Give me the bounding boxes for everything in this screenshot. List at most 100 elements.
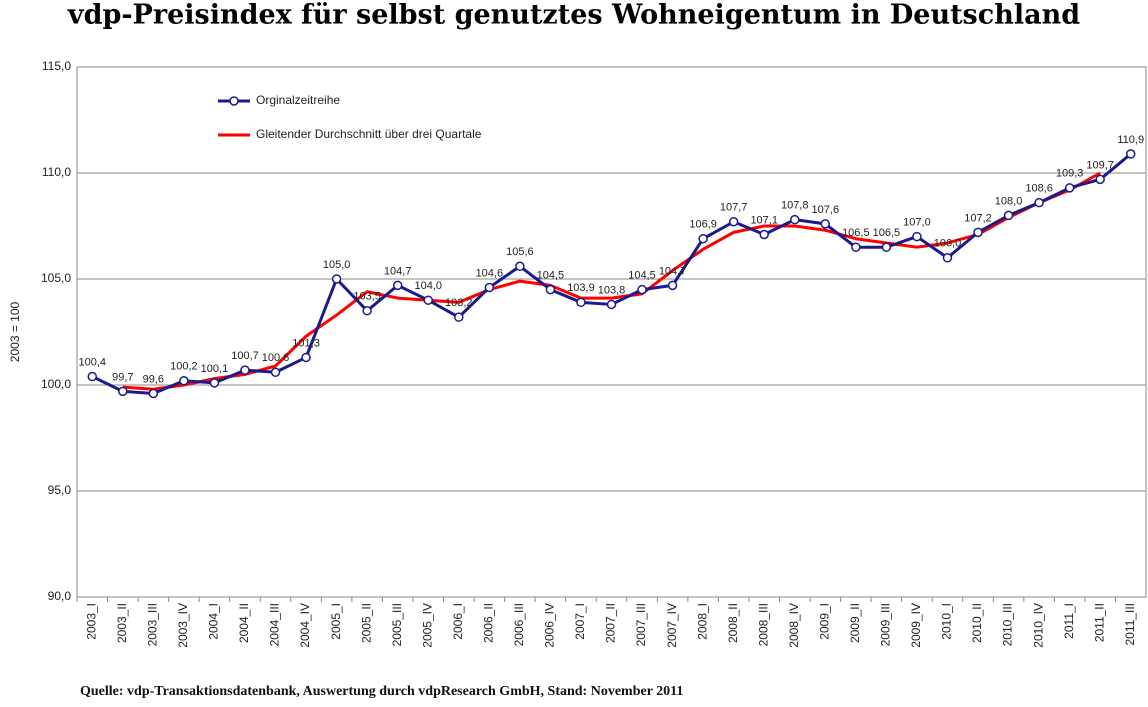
data-label: 100,1 <box>201 363 229 375</box>
point-marker <box>209 378 220 388</box>
point-marker <box>362 306 372 316</box>
data-label: 103,9 <box>567 282 595 294</box>
point-marker <box>515 261 525 272</box>
data-label: 106,5 <box>842 227 870 239</box>
x-tick-label: 2008_II <box>726 603 740 643</box>
data-label: 104,7 <box>384 265 412 277</box>
x-tick-label: 2010_I <box>940 603 954 640</box>
x-tick-label: 2011_II <box>1092 603 1106 642</box>
data-label: 100,4 <box>79 356 107 368</box>
point-marker <box>240 365 250 375</box>
data-label: 104,5 <box>628 270 656 282</box>
point-marker <box>606 299 617 310</box>
y-tick-label: 90,0 <box>48 589 72 603</box>
data-label: 109,7 <box>1086 159 1114 171</box>
data-label: 99,6 <box>143 373 164 385</box>
chart-title: vdp-Preisindex für selbst genutztes Wohn… <box>67 0 1080 31</box>
x-tick-label: 2009_II <box>848 603 862 643</box>
y-tick-label: 110,0 <box>42 165 71 179</box>
x-tick-label: 2011_I <box>1062 603 1076 639</box>
point-marker <box>1125 149 1136 159</box>
point-marker <box>87 371 98 382</box>
x-tick-label: 2004_IV <box>298 603 312 648</box>
data-label: 105,6 <box>506 246 534 258</box>
y-tick-label: 95,0 <box>48 483 72 497</box>
y-tick-label: 105,0 <box>41 271 71 285</box>
point-marker <box>851 242 861 252</box>
y-axis-label: 2003 = 100 <box>8 301 22 362</box>
data-label: 107,8 <box>781 200 809 212</box>
x-tick-label: 2010_IV <box>1031 603 1045 648</box>
data-label: 100,2 <box>170 361 198 373</box>
legend-label: Orginalzeitreihe <box>256 93 340 107</box>
x-tick-label: 2003_IV <box>176 603 190 648</box>
point-marker <box>881 242 892 252</box>
point-marker <box>942 253 953 263</box>
data-label: 108,6 <box>1025 183 1053 195</box>
point-marker <box>698 233 708 244</box>
data-label: 104,0 <box>414 280 442 292</box>
x-tick-label: 2004_III <box>268 603 282 646</box>
data-label: 108,0 <box>995 195 1023 207</box>
x-tick-label: 2007_II <box>604 603 618 643</box>
plot-area <box>76 66 1147 598</box>
data-label: 105,0 <box>323 259 351 271</box>
data-label: 104,6 <box>476 267 504 279</box>
point-marker <box>576 297 586 308</box>
data-label: 103,2 <box>445 297 473 309</box>
data-label: 99,7 <box>112 371 133 383</box>
point-marker <box>1064 183 1075 193</box>
point-marker <box>759 229 769 240</box>
data-label: 100,7 <box>231 350 259 362</box>
point-marker <box>545 284 556 295</box>
data-label: 101,3 <box>292 337 320 349</box>
data-label: 100,6 <box>262 352 290 364</box>
point-marker <box>1034 197 1044 208</box>
point-marker <box>728 217 739 227</box>
point-marker <box>790 214 800 225</box>
source-note: Quelle: vdp-Transaktionsdatenbank, Auswe… <box>80 684 683 699</box>
x-tick-label: 2004_II <box>237 603 251 643</box>
point-marker <box>423 295 433 305</box>
point-marker <box>392 280 403 291</box>
data-label: 110,9 <box>1117 134 1144 146</box>
x-tick-label: 2003_III <box>146 603 160 646</box>
data-label: 109,3 <box>1056 168 1084 180</box>
x-tick-label: 2009_III <box>879 603 893 646</box>
x-tick-label: 2004_I <box>207 603 221 640</box>
point-marker <box>973 227 983 238</box>
data-label: 106,5 <box>873 227 901 239</box>
point-marker <box>912 231 922 242</box>
data-label: 106,0 <box>934 238 962 250</box>
data-label: 107,6 <box>812 204 840 216</box>
x-tick-label: 2006_IV <box>543 603 557 648</box>
point-marker <box>270 367 281 378</box>
point-marker <box>148 388 159 399</box>
x-tick-label: 2005_I <box>329 603 343 640</box>
point-marker <box>1095 174 1105 185</box>
data-label: 104,7 <box>659 265 687 277</box>
point-marker <box>179 376 189 386</box>
x-tick-label: 2006_II <box>482 603 496 643</box>
data-label: 107,7 <box>720 202 748 214</box>
point-marker <box>301 352 311 363</box>
point-marker <box>331 274 342 284</box>
y-tick-label: 115,0 <box>42 59 71 73</box>
x-tick-label: 2007_IV <box>665 603 679 648</box>
legend-label: Gleitender Durchschnitt über drei Quarta… <box>256 127 482 141</box>
x-tick-label: 2006_I <box>451 603 465 640</box>
x-tick-label: 2003_I <box>84 603 98 640</box>
point-marker <box>820 219 831 229</box>
data-label: 107,1 <box>750 214 778 226</box>
x-tick-label: 2008_IV <box>787 603 801 648</box>
data-label: 104,5 <box>537 270 565 282</box>
point-marker <box>637 284 647 295</box>
data-label: 107,0 <box>903 217 931 229</box>
series-line <box>122 171 1101 391</box>
x-tick-label: 2009_I <box>817 603 831 640</box>
data-label: 103,8 <box>598 284 626 296</box>
data-label: 107,2 <box>964 212 992 224</box>
x-tick-label: 2011_III <box>1123 603 1137 645</box>
data-label: 106,9 <box>689 219 717 231</box>
x-tick-label: 2008_I <box>695 603 709 640</box>
